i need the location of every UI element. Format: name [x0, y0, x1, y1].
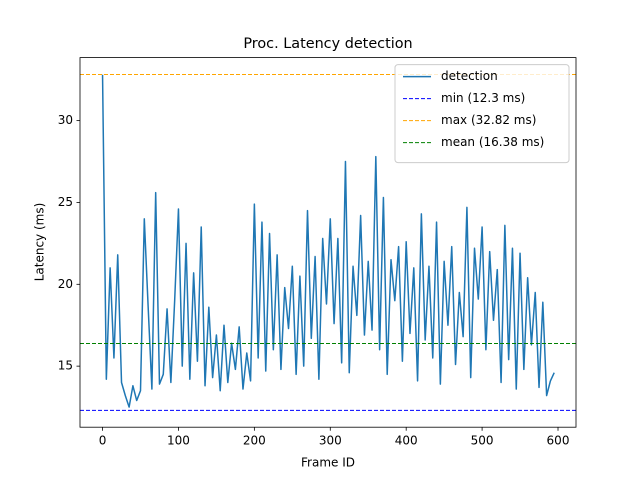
- legend-label: max (32.82 ms): [441, 113, 536, 127]
- plot-frame: [79, 57, 577, 428]
- y-axis-label: Latency (ms): [33, 203, 47, 282]
- x-tick-label: 300: [319, 434, 342, 448]
- legend-box: [394, 64, 570, 164]
- y-tick-label: 15: [58, 359, 73, 373]
- legend-label: min (12.3 ms): [441, 91, 525, 105]
- x-tick-label: 500: [471, 434, 494, 448]
- chart-title: Proc. Latency detection: [243, 36, 412, 52]
- x-tick-label: 100: [167, 434, 190, 448]
- y-tick-label: 30: [58, 113, 73, 127]
- x-tick-label: 400: [395, 434, 418, 448]
- y-tick-label: 20: [58, 277, 73, 291]
- data-line: [101, 74, 555, 408]
- x-axis-label: Frame ID: [301, 456, 355, 470]
- legend-label: mean (16.38 ms): [441, 135, 544, 149]
- legend: detection min (12.3 ms) max (32.82 ms) mean…: [394, 64, 570, 164]
- legend-label: detection: [441, 69, 498, 83]
- x-tick-label: 0: [99, 434, 107, 448]
- x-tick-label: 200: [243, 434, 266, 448]
- x-tick-label: 600: [547, 434, 570, 448]
- y-tick-label: 25: [58, 195, 73, 209]
